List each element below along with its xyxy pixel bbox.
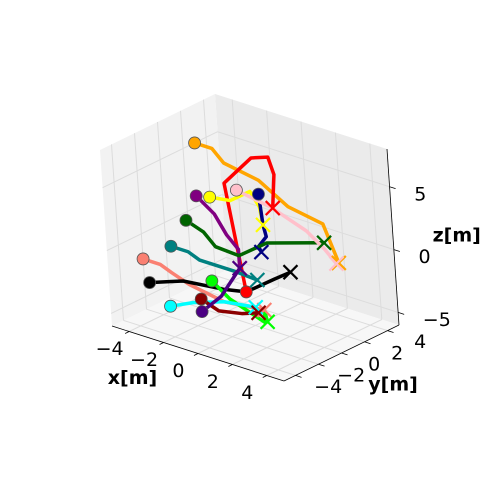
series-start-marker-9 [143, 276, 157, 289]
z-axis-line [386, 148, 400, 326]
data-series [141, 141, 341, 325]
y-tick-mark [364, 341, 371, 345]
series-start-marker-5 [189, 189, 203, 203]
gridline-y [180, 110, 193, 287]
series-end-marker-2 [264, 200, 281, 216]
gridline-z [217, 131, 390, 188]
series-end-marker-1 [331, 255, 347, 271]
series-line-6 [184, 218, 326, 258]
series-end-marker-4 [253, 244, 270, 260]
y-tick-label: 4 [414, 331, 426, 353]
y-tick-label: 2 [391, 342, 403, 364]
gridline-z [221, 194, 395, 251]
gridline-x [369, 143, 383, 320]
series-line-4 [256, 192, 269, 254]
series-end-marker-14 [231, 260, 248, 277]
series-start-marker-10 [205, 274, 219, 288]
x-tick-mark [228, 364, 233, 367]
series-start-marker-3 [203, 190, 217, 204]
x-tick-label: −4 [96, 338, 124, 360]
data-markers [136, 136, 347, 330]
y-axis-label: y[m] [368, 374, 418, 396]
y-tick-mark [318, 363, 325, 367]
series-end-marker-9 [282, 264, 299, 280]
gridline-y [111, 144, 124, 321]
axes-panes [100, 94, 399, 381]
y-tick-mark [295, 375, 302, 378]
z-tick-mark [398, 312, 405, 315]
gridline-x [334, 132, 348, 309]
gridline-z [110, 256, 227, 314]
series-start-marker-6 [179, 213, 193, 227]
y-tick-mark [387, 330, 394, 333]
x-tick-mark [193, 353, 199, 356]
z-axis-label: z[m] [433, 225, 480, 247]
series-line-9 [147, 270, 293, 294]
series-start-marker-13 [194, 292, 208, 306]
y-tick-label: 0 [368, 353, 380, 375]
z-tick-mark [393, 249, 400, 252]
x-tick-label: 0 [172, 360, 184, 382]
series-start-marker-7 [164, 239, 178, 253]
x-tick-mark [159, 342, 164, 345]
series-line-14 [200, 266, 242, 314]
z-tick-label: −5 [423, 309, 451, 331]
x-tick-label: −2 [130, 349, 158, 371]
series-end-marker-12 [328, 255, 345, 272]
series-start-marker-4 [252, 187, 265, 201]
y-tick-label: −4 [314, 376, 342, 398]
y-tick-mark [341, 352, 348, 356]
gridline-y [146, 308, 319, 365]
series-end-marker-3 [255, 217, 271, 233]
x-tick-mark [262, 375, 267, 378]
z-tick-mark [389, 186, 396, 190]
series-start-marker-14 [195, 305, 209, 319]
x-tick-label: 2 [207, 371, 219, 393]
series-start-marker-12 [229, 183, 243, 197]
x-tick-label: 4 [241, 382, 253, 404]
series-end-marker-13 [250, 305, 267, 321]
series-start-marker-2 [239, 285, 253, 299]
series-line-1 [192, 141, 341, 265]
series-start-marker-8 [136, 252, 150, 266]
z-tick-label: 0 [418, 246, 430, 268]
series-end-marker-6 [316, 235, 332, 251]
series-start-marker-1 [188, 136, 201, 150]
x-tick-mark [124, 331, 130, 334]
series-line-12 [234, 188, 339, 266]
y-tick-label: −2 [337, 365, 365, 387]
series-start-marker-11 [164, 299, 177, 313]
z-tick-label: 5 [414, 183, 426, 205]
gridline-x [300, 121, 314, 298]
x-axis-label: x[m] [108, 367, 157, 389]
gridline-y [123, 319, 296, 376]
series-line-7 [169, 244, 260, 282]
series-end-marker-7 [249, 272, 266, 288]
gridline-z [225, 256, 399, 313]
